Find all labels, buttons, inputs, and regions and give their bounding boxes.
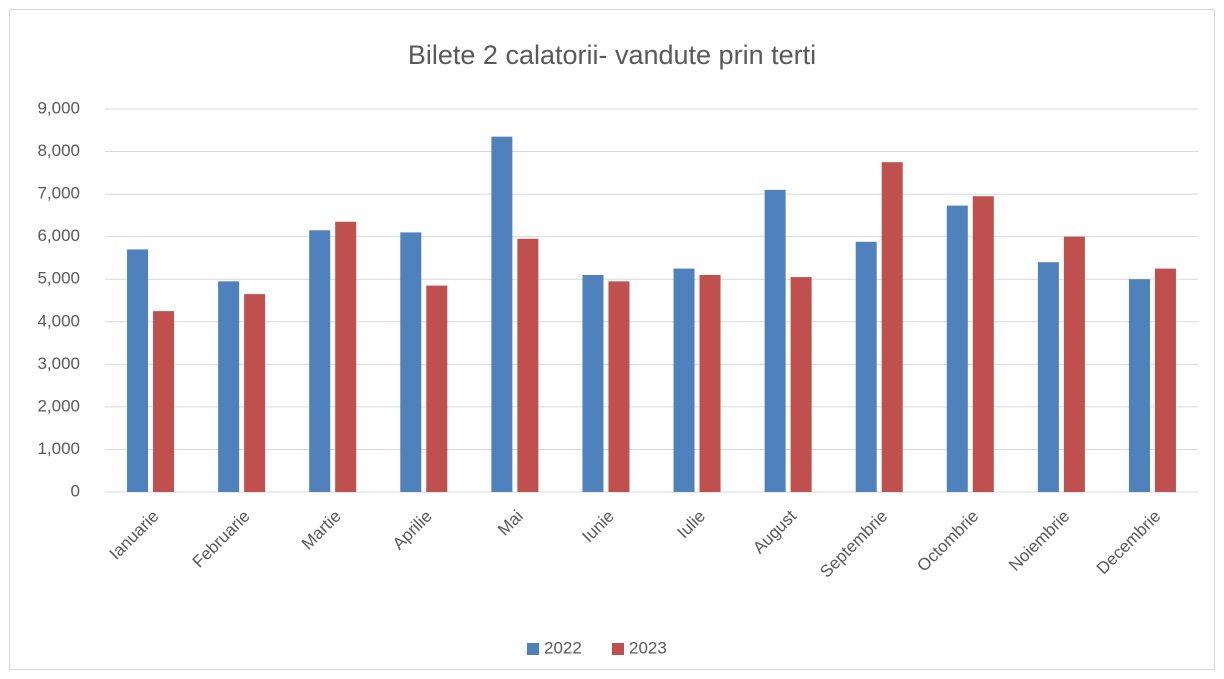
bar xyxy=(1154,268,1176,492)
bar xyxy=(608,281,630,492)
bar xyxy=(946,205,968,492)
y-tick-label: 1,000 xyxy=(37,439,80,458)
bar xyxy=(127,249,149,492)
bar xyxy=(400,232,422,492)
bar xyxy=(1128,279,1150,492)
bar xyxy=(244,294,266,492)
legend-swatch xyxy=(527,643,539,655)
bar xyxy=(790,277,812,492)
bar xyxy=(582,274,604,492)
bar xyxy=(218,281,240,492)
y-tick-label: 8,000 xyxy=(37,141,80,160)
bar xyxy=(855,241,877,492)
legend-label: 2022 xyxy=(544,638,582,657)
y-tick-label: 6,000 xyxy=(37,226,80,245)
bar xyxy=(491,136,513,492)
bar xyxy=(153,311,175,492)
bar xyxy=(335,221,357,492)
y-tick-label: 7,000 xyxy=(37,184,80,203)
bar xyxy=(1063,236,1085,492)
legend-label: 2023 xyxy=(629,638,667,657)
bar xyxy=(517,238,539,492)
bar xyxy=(881,162,903,492)
bar xyxy=(764,189,786,492)
y-tick-label: 2,000 xyxy=(37,396,80,415)
bar xyxy=(1037,262,1059,492)
legend-swatch xyxy=(612,643,624,655)
y-tick-label: 4,000 xyxy=(37,311,80,330)
y-tick-label: 0 xyxy=(71,481,80,500)
bar xyxy=(426,285,448,492)
bar xyxy=(699,274,721,492)
y-tick-label: 3,000 xyxy=(37,354,80,373)
y-tick-label: 9,000 xyxy=(37,98,80,117)
bar xyxy=(309,230,331,493)
chart-title: Bilete 2 calatorii- vandute prin terti xyxy=(408,40,816,70)
bar xyxy=(972,196,994,492)
y-tick-label: 5,000 xyxy=(37,269,80,288)
bar xyxy=(673,268,695,492)
